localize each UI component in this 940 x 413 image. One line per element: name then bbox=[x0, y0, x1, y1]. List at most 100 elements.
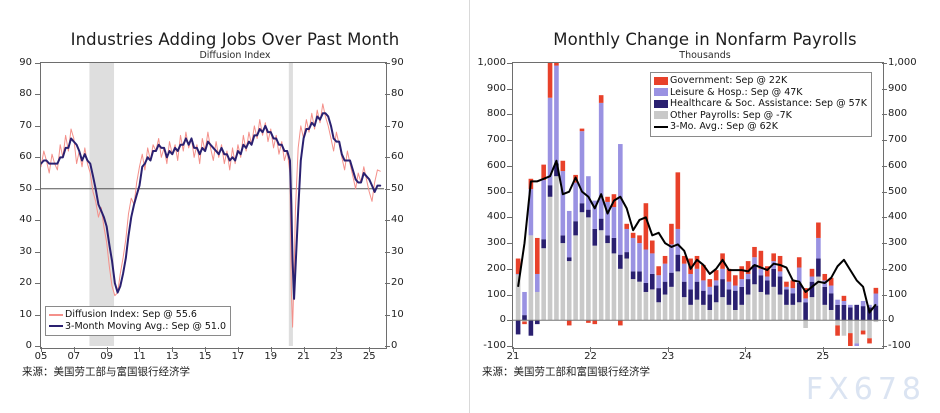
legend-label: 3-Mo. Avg.: Sep @ 62K bbox=[670, 121, 778, 132]
left-chart-title: Industries Adding Jobs Over Past Month bbox=[70, 30, 400, 49]
y-axis-tick-mark bbox=[35, 157, 40, 159]
x-axis-tick-mark bbox=[336, 347, 338, 352]
x-axis-tick-label: 24 bbox=[739, 351, 752, 362]
y-axis-tick-label: 800 bbox=[888, 108, 908, 120]
panel-divider bbox=[469, 0, 470, 413]
x-axis-tick-label: 23 bbox=[330, 351, 343, 362]
y-axis-tick-mark bbox=[385, 157, 390, 159]
y-axis-tick-mark bbox=[385, 346, 390, 347]
x-axis-tick-mark bbox=[139, 347, 141, 352]
y-axis-tick-label: 30 bbox=[19, 245, 32, 257]
x-axis-tick-label: 25 bbox=[816, 351, 830, 362]
y-axis-tick-label: 0 bbox=[391, 340, 398, 351]
y-axis-tick-label: 600 bbox=[888, 159, 908, 171]
legend-color-swatch bbox=[654, 88, 668, 97]
y-axis-tick-label: 0 bbox=[25, 340, 32, 351]
y-axis-tick-mark bbox=[385, 125, 390, 127]
y-axis-tick-mark bbox=[35, 314, 40, 316]
legend-item: Healthcare & Soc. Assistance: Sep @ 57K bbox=[654, 98, 867, 110]
y-axis-tick-mark bbox=[882, 346, 887, 347]
x-axis-tick-label: 07 bbox=[67, 351, 81, 362]
x-axis-tick-mark bbox=[73, 347, 75, 352]
x-axis-tick-mark bbox=[41, 347, 42, 352]
x-axis-tick-mark bbox=[513, 347, 514, 352]
y-axis-tick-label: 700 bbox=[486, 134, 506, 146]
y-axis-tick-label: 0 bbox=[888, 314, 895, 326]
y-axis-tick-mark bbox=[882, 140, 887, 142]
legend-item: Diffusion Index: Sep @ 55.6 bbox=[49, 309, 226, 321]
y-axis-tick-label: 400 bbox=[888, 211, 908, 223]
y-axis-tick-label: 100 bbox=[486, 288, 506, 300]
y-axis-tick-mark bbox=[385, 63, 390, 64]
y-axis-tick-mark bbox=[35, 188, 40, 190]
y-axis-tick-mark bbox=[35, 94, 40, 96]
x-axis-tick-mark bbox=[205, 347, 207, 352]
x-axis-tick-label: 11 bbox=[133, 351, 146, 362]
y-axis-tick-label: 70 bbox=[19, 119, 32, 131]
x-axis-tick-label: 13 bbox=[165, 351, 179, 362]
y-axis-tick-mark bbox=[385, 94, 390, 96]
y-axis-tick-label: 40 bbox=[19, 214, 32, 226]
x-axis-tick-label: 22 bbox=[584, 351, 597, 362]
x-axis-tick-mark bbox=[822, 347, 824, 352]
y-axis-tick-label: 300 bbox=[888, 237, 908, 249]
y-axis-tick-mark bbox=[507, 268, 512, 270]
x-axis-tick-label: 25 bbox=[362, 351, 376, 362]
legend-color-swatch bbox=[654, 76, 668, 85]
y-axis-tick-label: 0 bbox=[499, 314, 506, 326]
left-legend: Diffusion Index: Sep @ 55.6 3-Month Movi… bbox=[45, 306, 232, 336]
y-axis-tick-label: 60 bbox=[391, 151, 404, 163]
y-axis-tick-mark bbox=[882, 243, 887, 245]
legend-label: Healthcare & Soc. Assistance: Sep @ 57K bbox=[670, 98, 867, 109]
y-axis-tick-mark bbox=[507, 217, 512, 219]
y-axis-tick-mark bbox=[507, 191, 512, 193]
left-source-note: 来源：美国劳工部与富国银行经济学 bbox=[22, 366, 190, 378]
y-axis-tick-label: 500 bbox=[486, 185, 506, 197]
y-axis-tick-label: 30 bbox=[391, 245, 404, 257]
y-axis-tick-mark bbox=[35, 125, 40, 127]
y-axis-tick-mark bbox=[35, 346, 40, 347]
left-chart-svg bbox=[41, 63, 384, 346]
x-axis-tick-mark bbox=[745, 347, 747, 352]
y-axis-tick-label: 80 bbox=[19, 88, 32, 100]
y-axis-tick-label: 20 bbox=[19, 277, 32, 289]
legend-item: Government: Sep @ 22K bbox=[654, 75, 867, 87]
x-axis-tick-label: 23 bbox=[661, 351, 675, 362]
legend-line-swatch bbox=[49, 313, 63, 316]
y-axis-tick-mark bbox=[507, 140, 512, 142]
y-axis-tick-label: 1,000 bbox=[888, 57, 917, 68]
legend-line-swatch bbox=[654, 125, 668, 128]
x-axis-tick-label: 09 bbox=[100, 351, 113, 362]
left-chart-subtitle: Diffusion Index bbox=[199, 50, 271, 61]
y-axis-tick-label: 20 bbox=[391, 277, 404, 289]
y-axis-tick-mark bbox=[507, 294, 512, 296]
y-axis-tick-mark bbox=[385, 283, 390, 285]
x-axis-tick-label: 17 bbox=[231, 351, 245, 362]
x-axis-tick-mark bbox=[237, 347, 239, 352]
y-axis-tick-mark bbox=[385, 188, 390, 190]
y-axis-tick-mark bbox=[35, 63, 40, 64]
right-chart-title: Monthly Change in Nonfarm Payrolls bbox=[553, 30, 857, 49]
y-axis-tick-label: 200 bbox=[486, 262, 506, 274]
y-axis-tick-mark bbox=[507, 243, 512, 245]
y-axis-tick-mark bbox=[35, 220, 40, 222]
y-axis-tick-mark bbox=[882, 165, 887, 167]
x-axis-tick-label: 21 bbox=[297, 351, 310, 362]
y-axis-tick-mark bbox=[507, 114, 512, 116]
x-axis-tick-mark bbox=[106, 347, 108, 352]
y-axis-tick-label: 60 bbox=[19, 151, 32, 163]
y-axis-tick-label: 50 bbox=[391, 182, 404, 194]
legend-item: Leisure & Hosp.: Sep @ 47K bbox=[654, 87, 867, 99]
y-axis-tick-label: -100 bbox=[888, 340, 911, 351]
y-axis-tick-mark bbox=[507, 320, 512, 322]
y-axis-tick-label: 100 bbox=[888, 288, 908, 300]
y-axis-tick-mark bbox=[507, 346, 512, 347]
y-axis-tick-mark bbox=[35, 251, 40, 253]
y-axis-tick-mark bbox=[882, 191, 887, 193]
y-axis-tick-label: 500 bbox=[888, 185, 908, 197]
y-axis-tick-label: -100 bbox=[483, 340, 506, 351]
y-axis-tick-label: 50 bbox=[19, 182, 32, 194]
panel-diffusion-index: Industries Adding Jobs Over Past Month D… bbox=[19, 30, 404, 378]
legend-color-swatch bbox=[654, 99, 668, 108]
